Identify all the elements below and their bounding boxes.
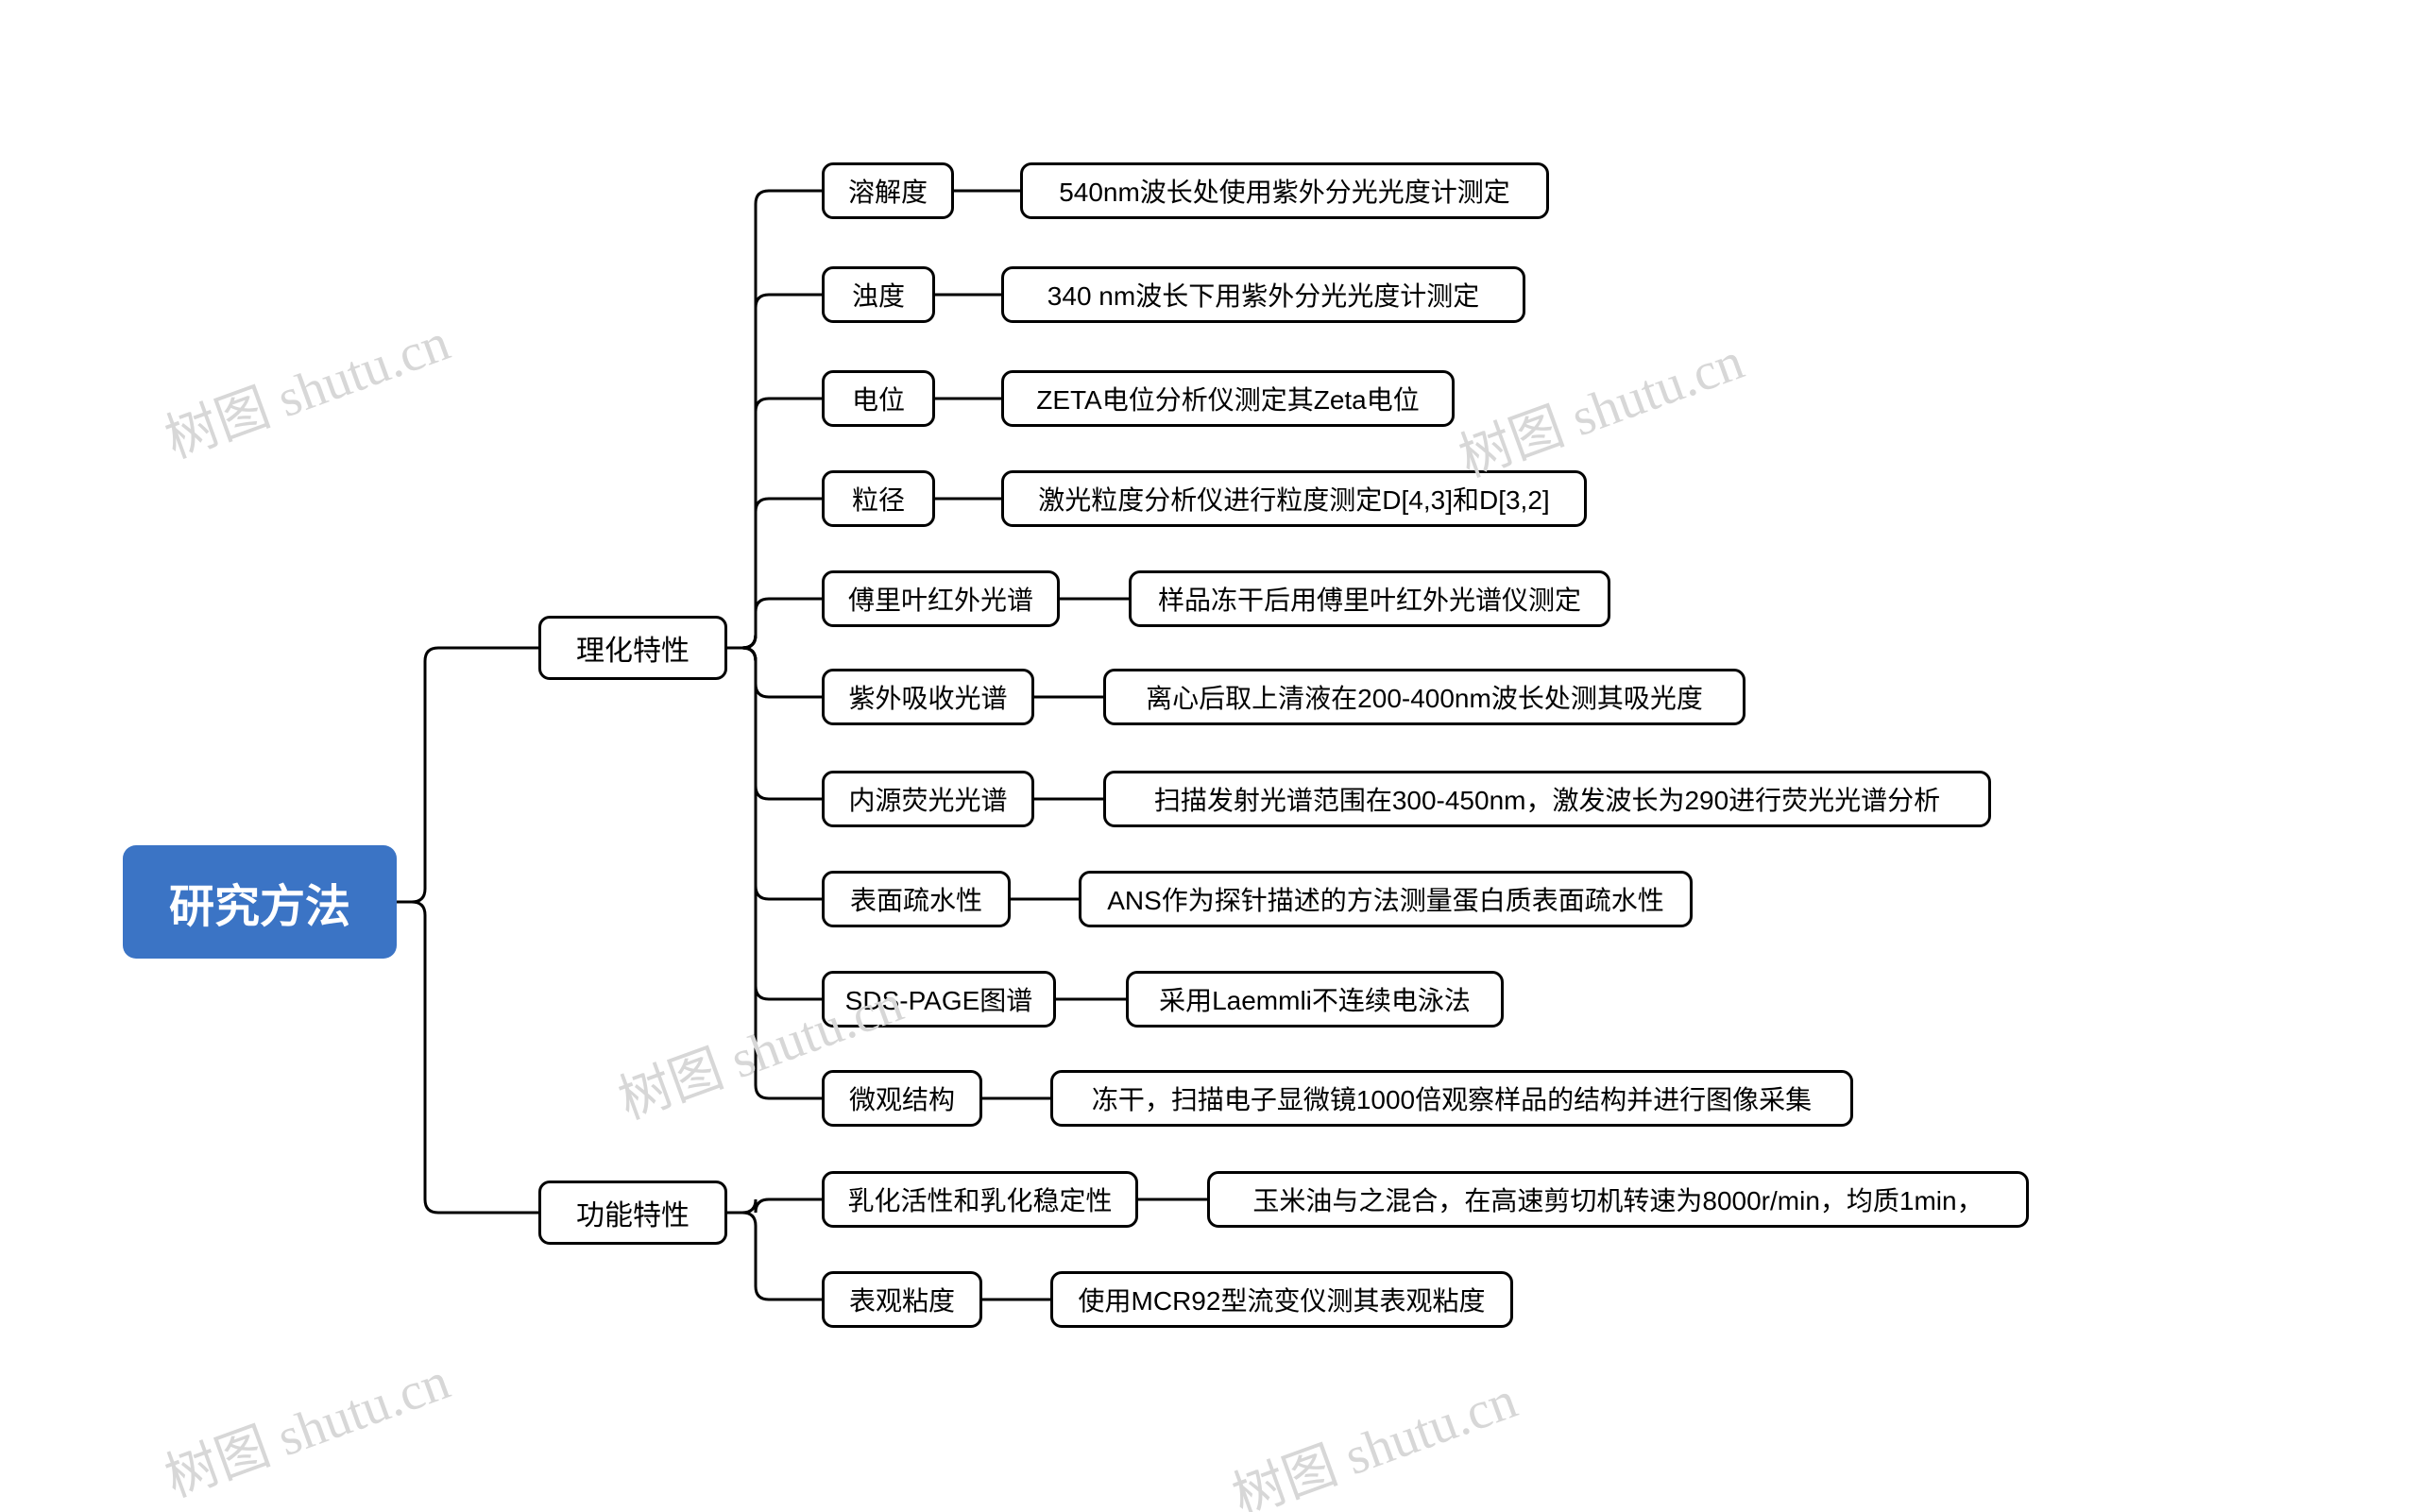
leaf-l2-label: 340 nm波长下用紫外分光光度计测定 — [1047, 276, 1479, 314]
root-label: 研究方法 — [169, 869, 350, 935]
leaf-l10: 冻干，扫描电子显微镜1000倍观察样品的结构并进行图像采集 — [1050, 1070, 1853, 1127]
root-node: 研究方法 — [123, 845, 397, 959]
leaf-l9-label: 采用Laemmli不连续电泳法 — [1159, 980, 1471, 1018]
leaf-l3-label: ZETA电位分析仪测定其Zeta电位 — [1036, 380, 1420, 417]
node-c9-label: SDS-PAGE图谱 — [845, 980, 1033, 1018]
node-c8-label: 表面疏水性 — [850, 880, 982, 918]
leaf-l1: 540nm波长处使用紫外分光光度计测定 — [1020, 162, 1549, 219]
leaf-l1-label: 540nm波长处使用紫外分光光度计测定 — [1059, 172, 1510, 210]
watermark-1: 树图 shutu.cn — [1447, 318, 1752, 492]
leaf-l11-label: 玉米油与之混合，在高速剪切机转速为8000r/min，均质1min， — [1252, 1181, 1983, 1218]
leaf-l6: 离心后取上清液在200-400nm波长处测其吸光度 — [1103, 669, 1745, 725]
leaf-l7: 扫描发射光谱范围在300-450nm，激发波长为290进行荧光光谱分析 — [1103, 771, 1991, 827]
node-c4: 粒径 — [822, 470, 935, 527]
node-c2-label: 浊度 — [852, 276, 905, 314]
branch-b1: 理化特性 — [538, 616, 727, 680]
node-c9: SDS-PAGE图谱 — [822, 971, 1056, 1028]
node-c12-label: 表观粘度 — [849, 1281, 955, 1318]
watermark-2: 树图 shutu.cn — [153, 1338, 458, 1512]
node-c10-label: 微观结构 — [849, 1079, 955, 1117]
leaf-l10-label: 冻干，扫描电子显微镜1000倍观察样品的结构并进行图像采集 — [1092, 1079, 1812, 1117]
leaf-l6-label: 离心后取上清液在200-400nm波长处测其吸光度 — [1146, 678, 1703, 716]
node-c8: 表面疏水性 — [822, 871, 1011, 927]
node-c7: 内源荧光光谱 — [822, 771, 1034, 827]
node-c4-label: 粒径 — [852, 480, 905, 518]
leaf-l4: 激光粒度分析仪进行粒度测定D[4,3]和D[3,2] — [1001, 470, 1587, 527]
branch-b2-label: 功能特性 — [576, 1192, 690, 1233]
node-c1: 溶解度 — [822, 162, 954, 219]
node-c2: 浊度 — [822, 266, 935, 323]
node-c11: 乳化活性和乳化稳定性 — [822, 1171, 1138, 1228]
branch-b1-label: 理化特性 — [576, 627, 690, 669]
leaf-l12-label: 使用MCR92型流变仪测其表观粘度 — [1079, 1281, 1486, 1318]
watermark-3: 树图 shutu.cn — [1220, 1357, 1525, 1512]
node-c7-label: 内源荧光光谱 — [848, 780, 1007, 818]
leaf-l8-label: ANS作为探针描述的方法测量蛋白质表面疏水性 — [1107, 880, 1664, 918]
node-c11-label: 乳化活性和乳化稳定性 — [847, 1181, 1112, 1218]
node-c6: 紫外吸收光谱 — [822, 669, 1034, 725]
node-c3: 电位 — [822, 370, 935, 427]
node-c6-label: 紫外吸收光谱 — [848, 678, 1007, 716]
node-c10: 微观结构 — [822, 1070, 982, 1127]
node-c5: 傅里叶红外光谱 — [822, 570, 1060, 627]
leaf-l4-label: 激光粒度分析仪进行粒度测定D[4,3]和D[3,2] — [1038, 480, 1549, 518]
node-c12: 表观粘度 — [822, 1271, 982, 1328]
watermark-0: 树图 shutu.cn — [153, 299, 458, 473]
node-c5-label: 傅里叶红外光谱 — [848, 580, 1033, 618]
leaf-l5: 样品冻干后用傅里叶红外光谱仪测定 — [1129, 570, 1610, 627]
leaf-l9: 采用Laemmli不连续电泳法 — [1126, 971, 1504, 1028]
branch-b2: 功能特性 — [538, 1181, 727, 1245]
leaf-l5-label: 样品冻干后用傅里叶红外光谱仪测定 — [1158, 580, 1581, 618]
leaf-l3: ZETA电位分析仪测定其Zeta电位 — [1001, 370, 1455, 427]
leaf-l2: 340 nm波长下用紫外分光光度计测定 — [1001, 266, 1525, 323]
leaf-l8: ANS作为探针描述的方法测量蛋白质表面疏水性 — [1079, 871, 1693, 927]
leaf-l11: 玉米油与之混合，在高速剪切机转速为8000r/min，均质1min， — [1207, 1171, 2029, 1228]
leaf-l12: 使用MCR92型流变仪测其表观粘度 — [1050, 1271, 1513, 1328]
leaf-l7-label: 扫描发射光谱范围在300-450nm，激发波长为290进行荧光光谱分析 — [1154, 780, 1940, 818]
node-c3-label: 电位 — [852, 380, 905, 417]
node-c1-label: 溶解度 — [848, 172, 928, 210]
